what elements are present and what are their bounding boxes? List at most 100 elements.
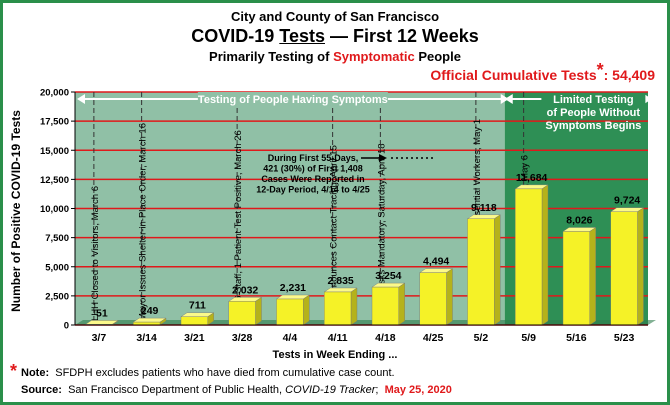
bar-3-14 [132,317,167,326]
region-label-bg [541,93,646,105]
bar-value-label: 711 [189,300,206,312]
bar [371,286,399,326]
source-date: May 25, 2020 [384,384,452,396]
footnote: * Note: SFDPH excludes patients who have … [10,361,395,381]
title-suffix: — First 12 Weeks [324,26,479,46]
source-sep: ; [375,384,379,396]
title-tests: Tests [279,26,325,46]
bar-side [255,296,262,326]
bar [419,272,447,326]
bar-4-18 [371,282,406,326]
y-tick-label: 2,500 [45,291,69,302]
bar [610,211,638,326]
region-arrow-head-left [77,94,85,104]
y-tick-label: 0 [64,321,69,332]
bar-value-label: 3,254 [375,270,401,282]
y-tick-label: 17,500 [40,117,69,128]
bar [180,316,208,326]
y-tick-label: 10,000 [40,204,69,215]
note-asterisk: * [10,361,18,381]
region-label-line: of People Without [547,107,641,119]
region-label: Limited Testing of People Without Symptoms… [545,94,641,132]
bar-side [303,294,310,326]
bar-value-label: 249 [141,305,159,317]
chart-title-line1: City and County of San Francisco [230,9,440,24]
y-tick-label: 15,000 [40,146,69,157]
event-label: Face Masks Mandatory, Saturday, April 18 [376,143,387,321]
region-arrow-head-right [644,94,652,104]
x-axis-title: Tests in Week Ending ... [272,349,398,361]
y-axis-title: Number of Positive COVID-19 Tests [9,110,23,312]
bar-5-9 [514,184,549,326]
bar-value-label: 2,032 [232,284,258,296]
annotation-line: 421 (30%) of First 1,408 [263,164,363,174]
x-tick-label: 3/21 [184,332,205,344]
annotation-line: Cases Were Reported in [261,174,364,184]
bar-5-23 [610,207,645,326]
chart-floor [75,320,656,325]
region-label-line: Limited Testing [553,94,633,106]
y-tick-label: 7,500 [45,233,69,244]
event-label: LHH Closed to Visitors, March 6 [90,186,101,321]
chart-title-line2: COVID-19 Tests — First 12 Weeks [3,26,667,47]
subtitle-symptomatic: Symptomatic [333,49,415,64]
x-tick-label: 4/4 [283,332,298,344]
bar [515,188,543,326]
x-tick-label: 3/14 [136,332,157,344]
annotation-line: During First 55-Days, [268,153,359,163]
x-tick-label: 4/11 [328,332,348,344]
event-label: DPH Announces Contact Tracing, April 15 [329,145,340,321]
annotation-arrowhead [379,154,387,162]
bar-side [350,287,358,326]
bar-value-label: 9,118 [471,202,497,214]
event-label: LLH 6 Staff, 1 Patient Test Positive, Ma… [233,130,244,321]
bar-side [398,282,405,326]
annotation-line: 12-Day Period, 4/14 to 4/25 [256,185,370,195]
bar-3-7 [84,320,119,326]
x-tick-label: 5/23 [614,332,635,344]
bar-side [494,214,501,326]
bar-side [589,227,596,326]
y-tick-label: 12,500 [40,175,69,186]
chart-subtitle: Primarily Testing of Symptomatic People [3,49,667,64]
bar-chart: 0 2,500 5,000 7,500 10,000 12,500 15,000 17,500… [40,88,656,344]
cumulative-label: Official Cumulative Tests [430,67,597,83]
cumulative-tests: Official Cumulative Tests*: 54,409 [430,60,655,85]
region-label-bg [197,92,388,106]
region-label: Testing of People Having Symptoms [198,94,388,106]
y-tick-label: 5,000 [45,262,69,273]
bar-4-25 [419,268,454,326]
x-tick-label: 3/7 [92,332,107,344]
subtitle-suffix: People [414,49,461,64]
bar [324,291,352,326]
bar-value-label: 8,026 [566,214,592,226]
bar-value-label: 51 [96,307,108,319]
bar-value-label: 9,724 [614,195,640,207]
cumulative-asterisk: * [596,60,604,80]
bar-side [446,268,453,326]
note-label: Note: [21,367,50,379]
subtitle-prefix: Primarily Testing of [209,49,334,64]
source-text: San Francisco Department of Public Healt… [68,384,286,396]
x-tick-label: 4/25 [423,332,444,344]
bar-5-2 [466,214,501,326]
bar-value-label: 2,835 [327,275,353,287]
bar-side [637,207,644,326]
region-arrow-head-left [504,94,513,104]
bar-4-4 [275,294,310,326]
y-tick-label: 20,000 [40,88,69,99]
x-tick-label: 3/28 [232,332,253,344]
x-tick-label: 5/2 [474,332,489,344]
source-label: Source: [21,384,62,396]
bar [467,218,495,326]
cumulative-value: : 54,409 [603,67,655,83]
bar-3-21 [180,312,215,326]
source-line: Source: San Francisco Department of Publ… [21,384,452,396]
annotation-text: During First 55-Days, 421 (30%) of First … [256,153,370,195]
bar-value-label: 4,494 [423,256,449,268]
region-label-line: Symptoms Begins [545,120,641,132]
x-tick-label: 5/9 [521,332,536,344]
bar-side [541,184,549,326]
source-italic: COVID-19 Tracker [285,384,376,396]
